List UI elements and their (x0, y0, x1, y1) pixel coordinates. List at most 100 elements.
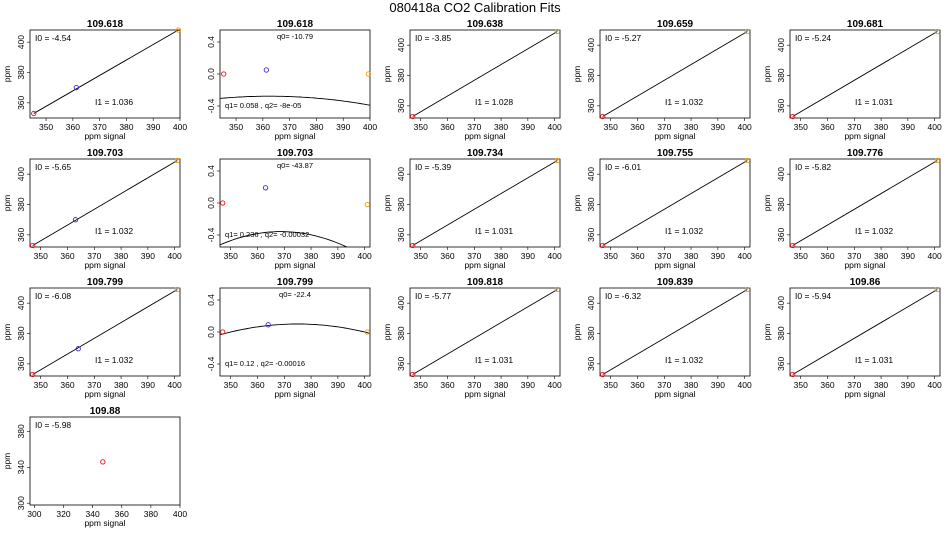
fit-intercept-label: I0 = -5.27 (605, 33, 641, 43)
y-tick-label: 400 (776, 296, 786, 310)
y-axis-label: ppm (2, 453, 12, 470)
x-tick-label: 350 (224, 380, 238, 390)
plot-title: 109.839 (657, 277, 694, 288)
fit-slope-label: I1 = 1.031 (855, 355, 893, 365)
x-tick-label: 350 (39, 122, 53, 132)
x-tick-label: 350 (414, 251, 428, 261)
data-point-low (790, 242, 796, 249)
y-tick-label: 360 (396, 357, 406, 371)
y-axis-label: ppm (2, 66, 12, 83)
plot-frame (599, 158, 751, 248)
x-tick-label: 400 (928, 122, 942, 132)
x-axis-label: ppm signal (654, 260, 695, 270)
fit-line (32, 160, 178, 246)
fit-q1-q2-label: q1= 0.236 , q2= -0.00032 (225, 230, 309, 239)
y-tick-label: 360 (586, 99, 596, 113)
y-tick-label: 400 (396, 167, 406, 181)
plot-panel-8: 109.734 350 360 370 380 390 400 ppm signal 360 38… (382, 148, 562, 270)
y-tick-label: 380 (16, 424, 26, 438)
x-tick-label: 350 (34, 380, 48, 390)
plot-frame (29, 29, 181, 119)
data-point-low (410, 113, 416, 120)
y-axis-label: ppm (382, 195, 392, 212)
plot-panel-1: 109.618 350 360 370 380 390 400 ppm signal 360 38… (2, 19, 187, 141)
x-tick-label: 350 (414, 122, 428, 132)
data-point-high (554, 28, 560, 35)
y-tick-label: 380 (586, 68, 596, 82)
x-axis-label: ppm signal (464, 131, 505, 141)
fit-intercept-label: I0 = -5.94 (795, 291, 831, 301)
fit-line (32, 289, 178, 375)
plot-title: 109.618 (87, 19, 124, 30)
y-tick-label: 360 (16, 228, 26, 242)
data-point-high (934, 28, 940, 35)
fit-intercept-label: I0 = -6.01 (605, 162, 641, 172)
data-point-high (174, 286, 180, 293)
y-axis-label: ppm (572, 66, 582, 83)
x-tick-label: 380 (684, 380, 698, 390)
x-tick-label: 380 (874, 251, 888, 261)
data-point-mid (262, 185, 269, 191)
y-tick-label: 360 (16, 95, 26, 109)
x-tick-label: 370 (467, 122, 481, 132)
x-tick-label: 360 (440, 251, 454, 261)
data-point-high (174, 157, 180, 164)
plot-panel-10: 109.776 350 360 370 380 390 400 ppm signal 360 38… (762, 148, 942, 270)
y-tick-label: 400 (396, 296, 406, 310)
plot-panel-6: 109.703 350 360 370 380 390 400 ppm signal 360 38… (2, 148, 182, 270)
x-tick-label: 390 (331, 380, 345, 390)
x-tick-label: 370 (847, 122, 861, 132)
x-tick-label: 400 (173, 509, 187, 519)
data-point-high (934, 286, 940, 293)
plot-title: 109.703 (87, 148, 124, 159)
x-axis-label: ppm signal (464, 260, 505, 270)
x-tick-label: 350 (34, 251, 48, 261)
x-tick-label: 400 (548, 380, 562, 390)
y-axis-label: ppm (2, 195, 12, 212)
x-tick-label: 390 (901, 380, 915, 390)
fit-line (33, 30, 179, 114)
x-tick-label: 350 (229, 122, 243, 132)
data-point-low (31, 110, 37, 117)
fit-slope-label: I1 = 1.032 (95, 226, 133, 236)
x-tick-label: 370 (87, 251, 101, 261)
data-point-high (554, 286, 560, 293)
y-tick-label: 0.4 (206, 165, 216, 177)
x-axis-label: ppm signal (84, 518, 125, 528)
y-tick-label: 360 (586, 357, 596, 371)
y-axis-label: ppm (762, 66, 772, 83)
plot-title: 109.776 (847, 148, 884, 159)
page-title: 080418a CO2 Calibration Fits (389, 0, 561, 15)
x-axis-label: ppm signal (274, 131, 315, 141)
data-point-high (364, 329, 370, 335)
y-tick-label: 400 (396, 38, 406, 52)
x-tick-label: 360 (820, 380, 834, 390)
plot-title: 109.659 (657, 19, 694, 30)
x-tick-label: 360 (115, 509, 129, 519)
plot-title: 109.703 (277, 148, 314, 159)
x-tick-label: 350 (794, 380, 808, 390)
y-tick-label: 360 (776, 357, 786, 371)
fit-intercept-label: I0 = -5.24 (795, 33, 831, 43)
data-point-low (30, 242, 36, 249)
y-tick-label: 380 (396, 68, 406, 82)
x-tick-label: 400 (738, 380, 752, 390)
x-tick-label: 400 (173, 122, 187, 132)
x-tick-label: 380 (119, 122, 133, 132)
x-tick-label: 360 (820, 122, 834, 132)
x-axis-label: ppm signal (84, 260, 125, 270)
y-tick-label: 400 (776, 38, 786, 52)
x-tick-label: 350 (794, 251, 808, 261)
y-tick-label: 380 (396, 326, 406, 340)
x-tick-label: 370 (467, 380, 481, 390)
y-tick-label: 0.4 (206, 36, 216, 48)
x-axis-label: ppm signal (84, 131, 125, 141)
plot-panel-9: 109.755 350 360 370 380 390 400 ppm signal 360 38… (572, 148, 752, 270)
x-tick-label: 390 (521, 122, 535, 132)
y-tick-label: 380 (396, 197, 406, 211)
y-tick-label: 400 (16, 296, 26, 310)
data-point-low (600, 242, 606, 249)
x-tick-label: 390 (711, 380, 725, 390)
fit-intercept-label: I0 = -5.65 (35, 162, 71, 172)
fit-line (412, 160, 558, 246)
